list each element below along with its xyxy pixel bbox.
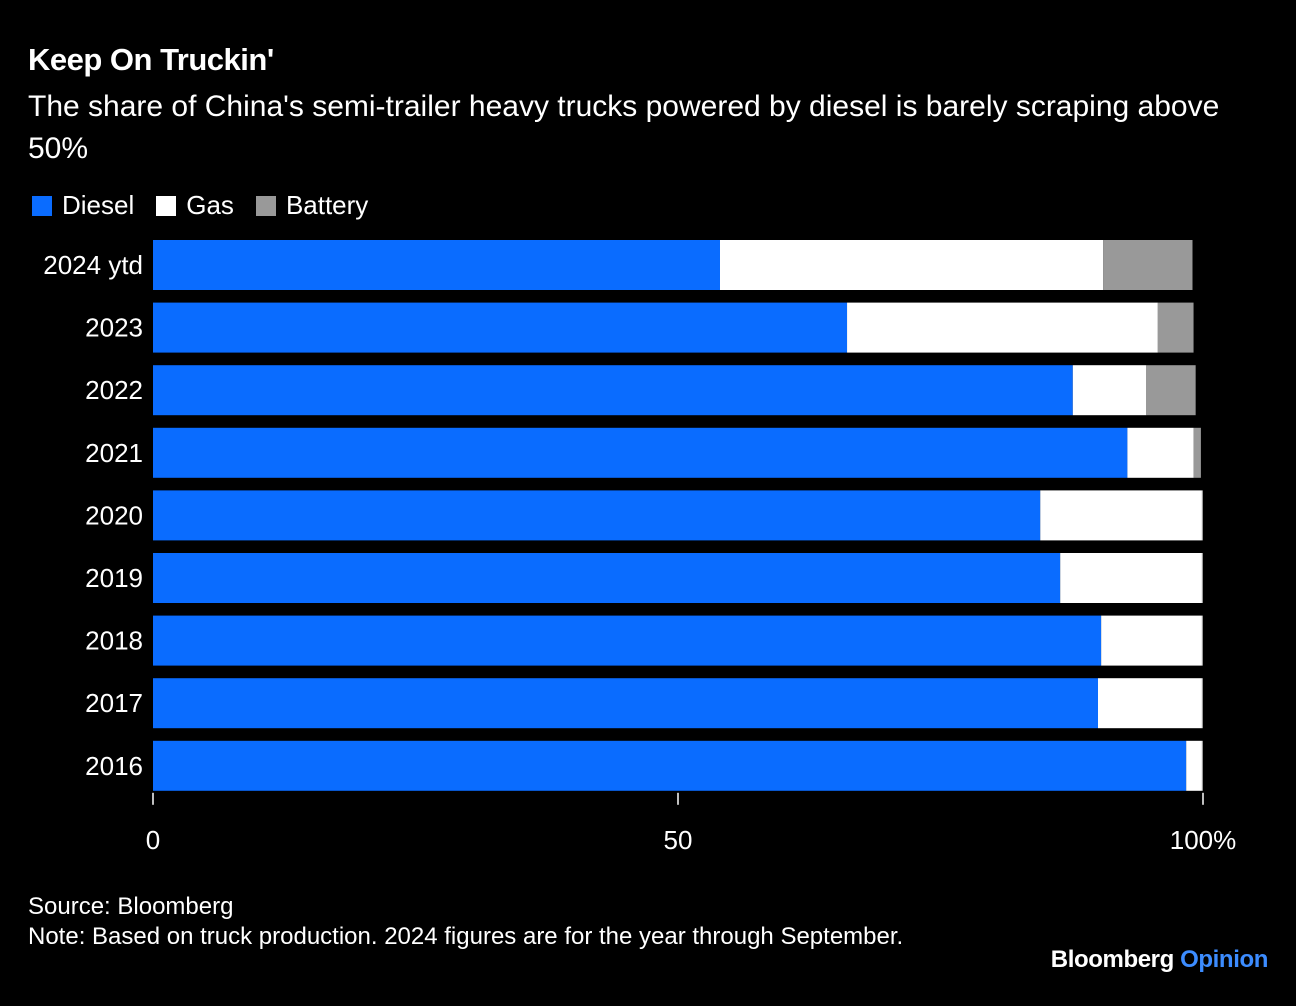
bar-battery [1103, 240, 1193, 290]
bar-row: 2021 [85, 427, 1201, 478]
legend-item-diesel: Diesel [32, 190, 134, 221]
x-tick-label: 100% [1170, 825, 1237, 855]
bar-battery [1157, 302, 1194, 353]
bar-row: 2020 [85, 490, 1203, 541]
brand-name: Bloomberg [1050, 946, 1174, 973]
bar-battery [1201, 615, 1203, 666]
category-label: 2020 [85, 500, 143, 530]
bar-battery [1201, 490, 1203, 541]
legend-swatch-gas [156, 195, 177, 216]
bar-diesel [153, 615, 1102, 666]
category-label: 2017 [85, 688, 143, 718]
bar-diesel [153, 740, 1187, 791]
x-tick-label: 50 [664, 825, 693, 855]
bar-diesel [153, 678, 1098, 729]
category-label: 2019 [85, 563, 143, 593]
category-label: 2024 ytd [43, 250, 143, 280]
category-label: 2023 [85, 313, 143, 343]
bar-battery [1201, 678, 1203, 729]
category-label: 2018 [85, 626, 143, 656]
bar-row: 2019 [85, 553, 1203, 603]
bar-battery [1146, 365, 1196, 416]
bar-diesel [153, 553, 1061, 603]
bar-gas [1127, 427, 1194, 478]
bar-diesel [153, 302, 848, 353]
bar-row: 2017 [85, 678, 1203, 729]
legend-swatch-diesel [32, 195, 52, 216]
brand-logo: Bloomberg Opinion [1050, 946, 1269, 974]
legend-label-gas: Gas [186, 190, 234, 220]
legend-item-battery: Battery [255, 190, 369, 221]
bar-gas [1186, 740, 1202, 791]
bar-diesel [153, 427, 1128, 478]
bar-gas [1098, 678, 1202, 729]
legend-label-diesel: Diesel [62, 190, 135, 220]
bar-gas [1072, 365, 1147, 416]
bar-row: 2023 [85, 302, 1194, 353]
bar-gas [847, 302, 1158, 353]
bar-battery [1201, 553, 1203, 603]
bar-gas [1101, 615, 1202, 666]
bar-gas [1040, 490, 1202, 541]
bar-battery [1201, 740, 1203, 791]
bar-gas [1060, 553, 1202, 603]
chart-subtitle: The share of China's semi-trailer heavy … [28, 90, 1220, 165]
bar-diesel [153, 365, 1073, 416]
footer: Source: Bloomberg Note: Based on truck p… [28, 892, 928, 952]
source-note: Source: Bloomberg [28, 893, 234, 920]
brand-suffix: Opinion [1180, 946, 1268, 973]
legend-item-gas: Gas [156, 190, 234, 221]
bar-row: 2016 [85, 740, 1203, 791]
bar-row: 2018 [85, 615, 1203, 666]
footnote: Note: Based on truck production. 2024 fi… [28, 923, 904, 950]
x-tick-label: 0 [146, 825, 160, 855]
legend-label-battery: Battery [285, 190, 369, 220]
bar-battery [1193, 427, 1201, 478]
bar-gas [720, 240, 1104, 290]
bar-row: 2022 [85, 365, 1196, 416]
legend: Diesel Gas Battery [32, 190, 390, 221]
bar-row: 2024 ytd [43, 240, 1193, 290]
category-label: 2021 [85, 438, 143, 468]
category-label: 2022 [85, 375, 143, 405]
bar-diesel [153, 490, 1041, 541]
chart-title: Keep On Truckin' [28, 42, 274, 77]
legend-swatch-battery [255, 195, 276, 216]
bar-diesel [153, 240, 720, 290]
category-label: 2016 [85, 751, 143, 781]
